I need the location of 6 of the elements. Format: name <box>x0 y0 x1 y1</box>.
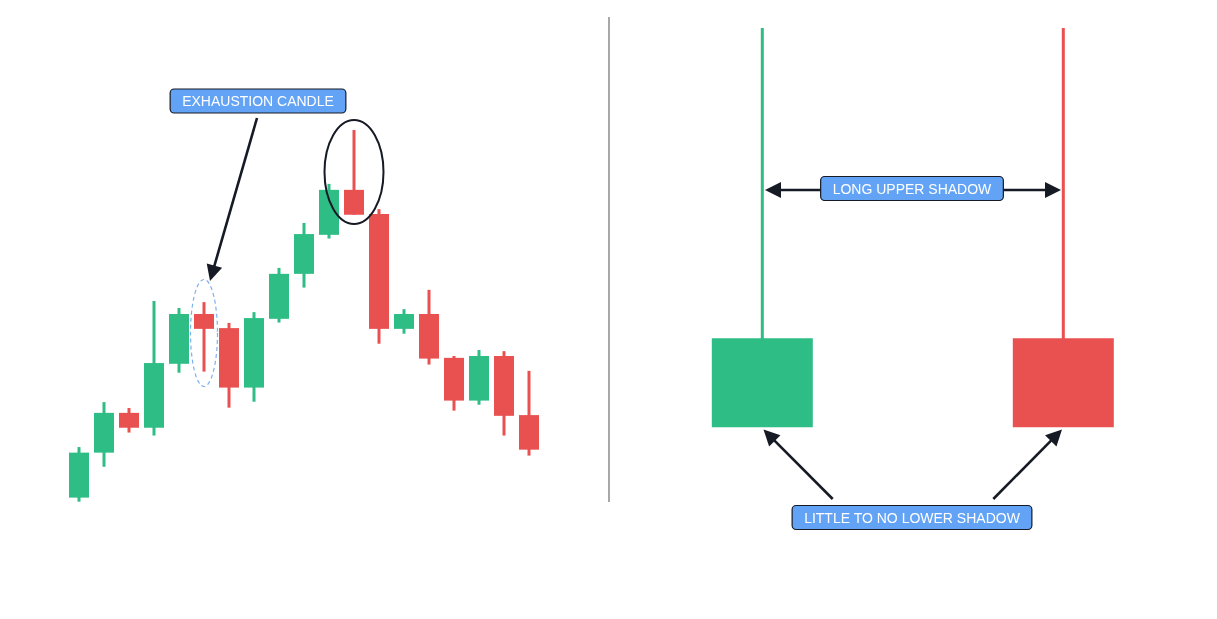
text: EXHAUSTION CANDLE <box>182 93 334 109</box>
candlestick <box>394 309 414 334</box>
candlestick <box>119 408 139 433</box>
text: LONG UPPER SHADOW <box>832 180 993 197</box>
candlestick <box>194 302 214 372</box>
text: LITTLE TO NO LOWER SHADOW <box>804 509 1021 526</box>
